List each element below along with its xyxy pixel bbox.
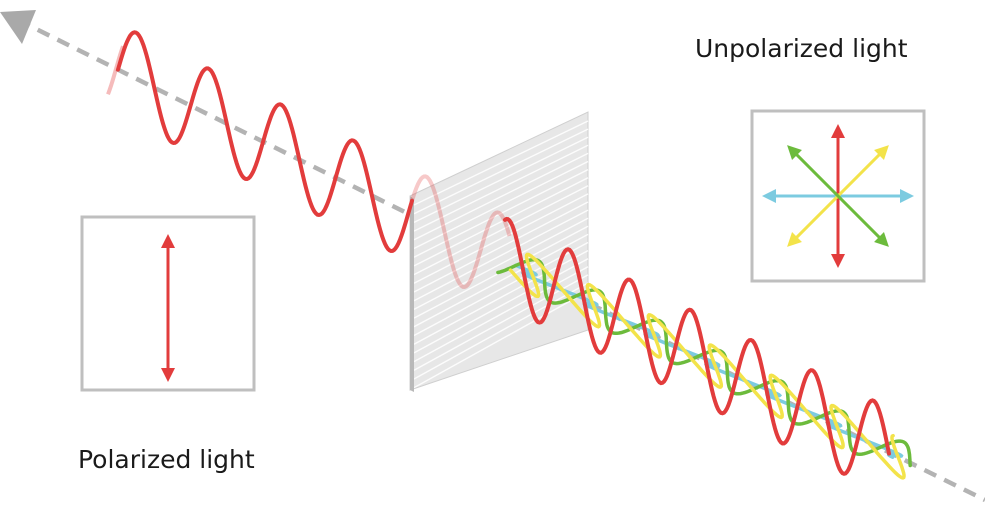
polarized-light-label: Polarized light — [78, 445, 255, 474]
polarizing-filter — [409, 111, 589, 392]
multidirectional-arrows-icon — [762, 124, 914, 268]
polarized-wave — [106, 30, 414, 254]
unpolarized-light-label: Unpolarized light — [695, 34, 908, 63]
arrow-axis — [787, 145, 889, 247]
red-wave — [503, 216, 891, 476]
polarized-light-box — [80, 215, 256, 392]
polarized-wave-through-filter — [410, 174, 512, 290]
polarized-red-wave — [116, 30, 414, 254]
unpolarized-waves — [496, 216, 912, 480]
blue-wave — [513, 263, 904, 459]
vertical-double-arrow-icon — [161, 234, 175, 382]
unpolarized-light-box — [750, 109, 926, 283]
direction-arrowhead — [0, 10, 36, 44]
